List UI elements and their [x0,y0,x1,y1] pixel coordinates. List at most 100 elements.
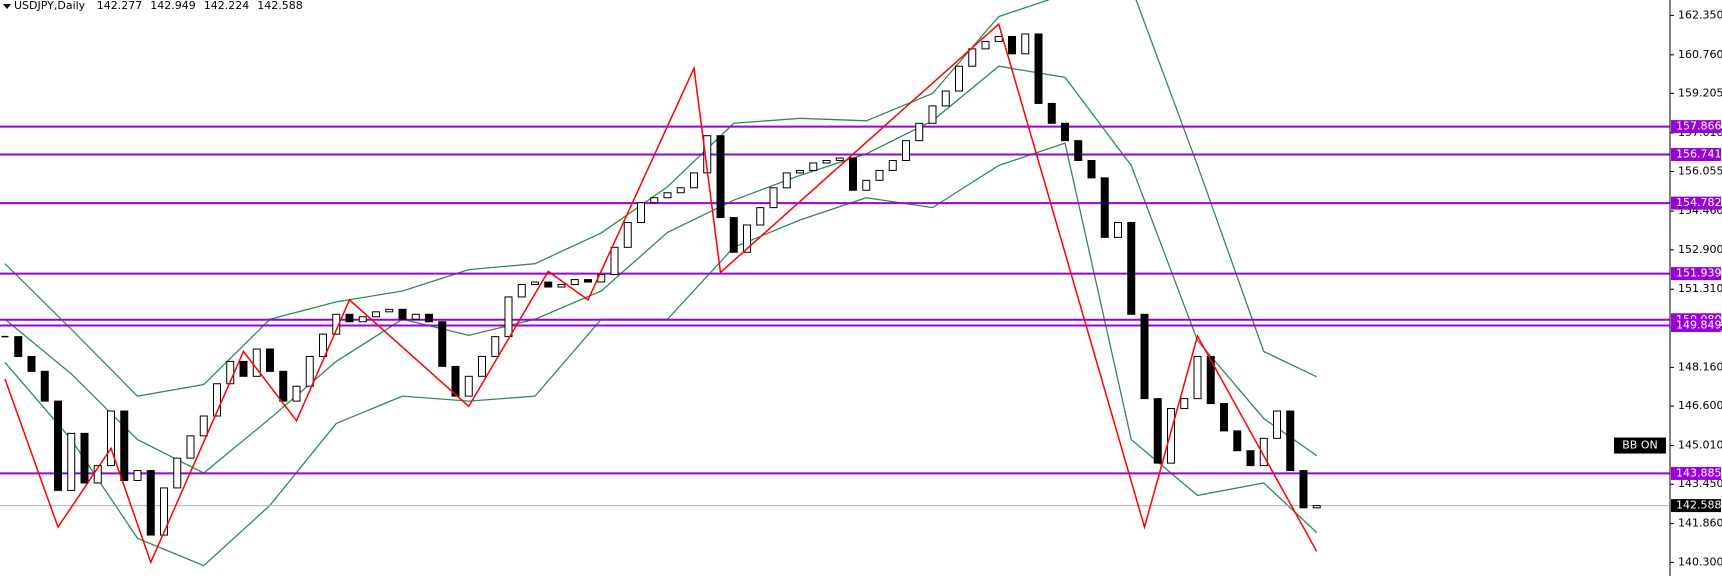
candle [398,308,407,320]
candle [888,159,897,171]
candle [1074,140,1083,161]
candle [80,432,89,484]
current-price-box [1671,499,1721,513]
candle [199,415,208,437]
candle [849,157,857,191]
candle [822,159,831,164]
candle [756,207,765,226]
candle [40,370,49,402]
candle [1061,122,1069,142]
candle [438,321,447,367]
candle [213,383,221,417]
level-label: 149.849 [1676,318,1722,331]
candle [517,284,526,298]
candle [1087,159,1096,179]
y-tick-label: 140.300 [1678,555,1722,568]
y-tick-label: 145.010 [1678,439,1722,452]
bb-button[interactable] [1614,437,1666,454]
level-label-box [1671,148,1721,162]
candle [1153,398,1162,464]
candle [928,105,937,124]
level-label-box [1671,267,1721,281]
candle [902,140,910,161]
candle [531,281,539,286]
y-tick-label: 160.760 [1678,48,1722,61]
candle [14,336,23,357]
candle [1246,450,1255,467]
zigzag [4,22,1318,565]
candle [994,35,1003,42]
candle [358,316,367,323]
y-tick-label: 148.160 [1678,360,1722,373]
candle [1114,222,1122,238]
level-label-box [1671,120,1721,134]
level-label: 157.866 [1676,120,1722,133]
candle [425,313,433,323]
candle [1233,430,1242,452]
candle [716,135,725,219]
y-tick-label: 141.860 [1678,517,1722,530]
candle [133,470,142,481]
candle [464,375,473,397]
candle [1273,410,1281,439]
candle [690,172,698,189]
bb-button-label[interactable]: BB ON [1622,439,1657,452]
candle [491,336,500,357]
candle [1047,102,1056,124]
candle [160,487,168,536]
candle [120,410,129,481]
y-tick-label: 143.450 [1678,477,1722,490]
candle [1167,408,1175,464]
menu-triangle[interactable] [3,4,11,9]
candle [478,355,486,377]
symbol: USDJPY,Daily [14,0,86,12]
y-tick-label: 152.900 [1678,243,1722,256]
level-label-box [1671,466,1721,480]
header: USDJPY,Daily 142.277 142.949 142.224 142.58… [14,0,303,12]
candle [1021,33,1030,55]
candle [875,169,884,181]
candle [743,224,751,253]
price-axis: 162.350160.760159.205157.610156.055154.4… [1670,8,1722,568]
candle [385,308,394,313]
candle [1140,313,1149,400]
candle [769,187,778,209]
y-tick-label: 146.600 [1678,399,1722,412]
candle [941,90,950,107]
candle [557,284,566,288]
candle [915,122,924,142]
candle [782,172,791,189]
candle [54,400,62,491]
candle [835,157,844,161]
candle [1100,177,1109,238]
header-value: 142.588 [257,0,303,12]
level-label: 151.939 [1676,267,1722,280]
candle [332,313,341,335]
level-label-box [1671,196,1721,210]
candle [623,222,632,248]
candle [1193,355,1202,400]
candle [239,360,248,377]
candle [146,470,155,536]
candle [345,313,354,323]
y-tick-label: 156.055 [1678,165,1722,178]
candle [292,385,301,402]
candle [1299,470,1308,509]
candle [676,187,685,194]
bollinger-band [4,0,1318,397]
candle [279,370,288,402]
candle [1034,33,1043,104]
candle [186,435,195,459]
candle [252,348,261,377]
candle [610,246,619,276]
candle [1259,437,1268,467]
candle [1180,398,1189,410]
level-label-box [1671,318,1721,332]
candle [411,313,420,320]
candle [729,217,738,253]
candle [650,197,659,204]
candle [663,192,672,199]
y-tick-label: 159.205 [1678,86,1722,99]
header-value: 142.949 [150,0,196,12]
